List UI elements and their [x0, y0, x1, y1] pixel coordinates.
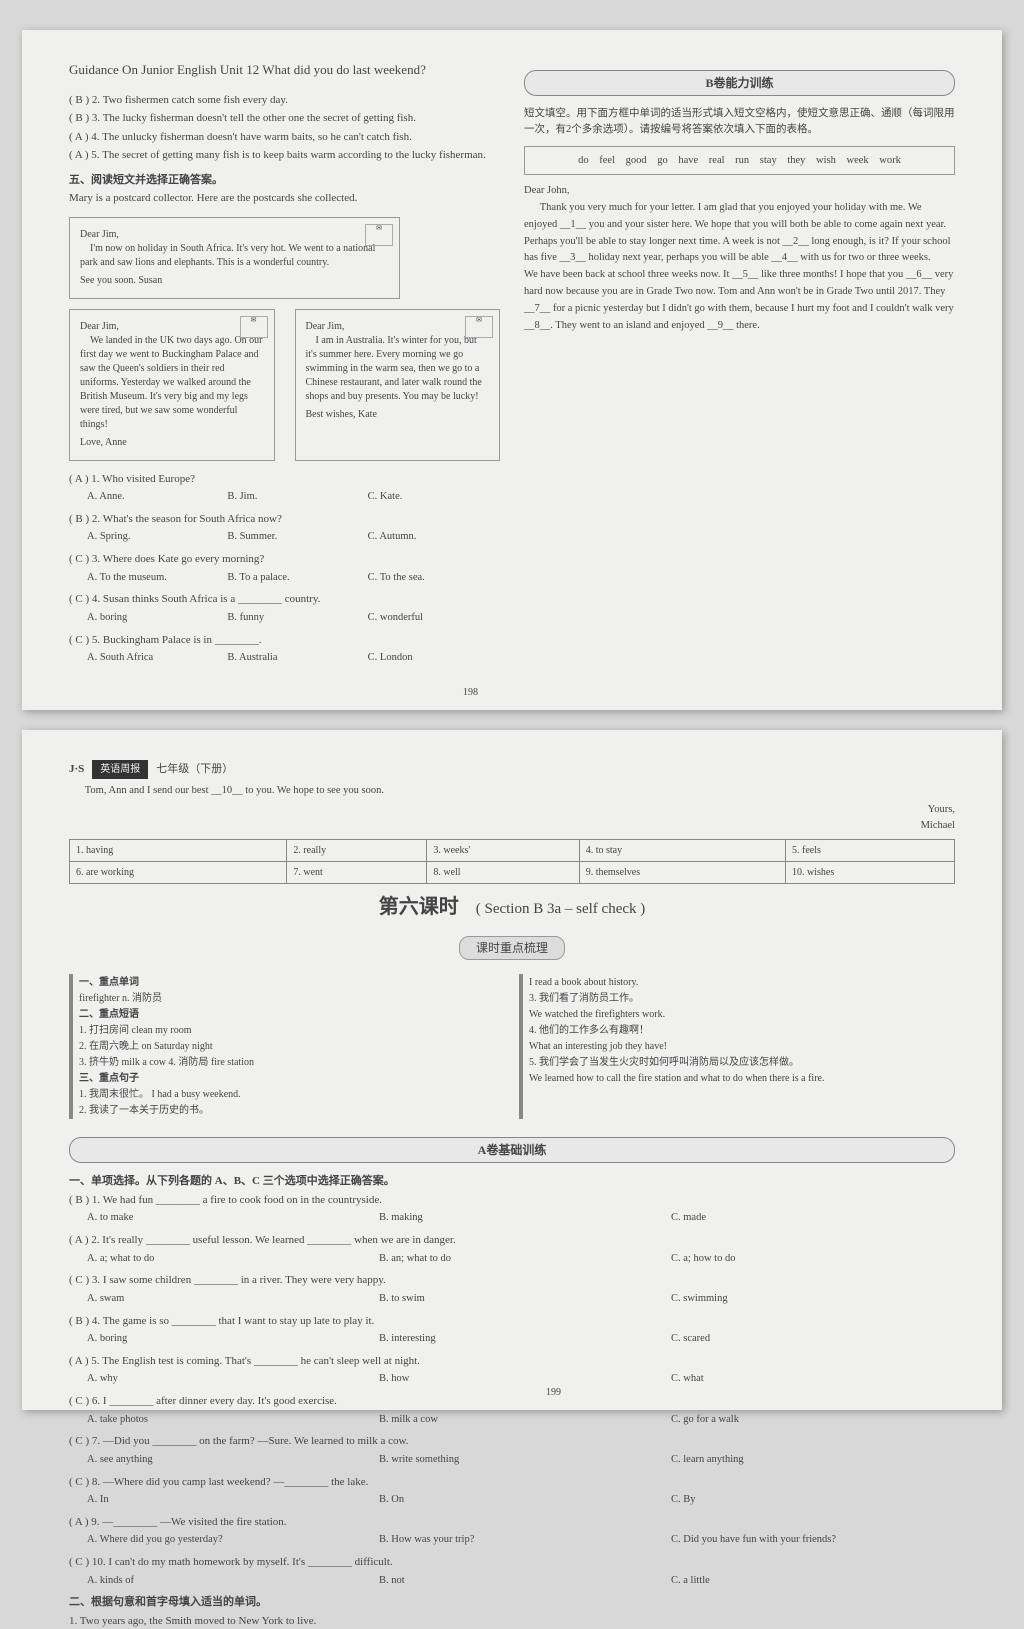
greeting: Dear Jim,: [80, 320, 264, 334]
greeting: Dear Jim,: [306, 320, 490, 334]
mc-options: A. see anythingB. write somethingC. lear…: [87, 1452, 955, 1468]
mc-options: A. swamB. to swimC. swimming: [87, 1291, 955, 1307]
kebiao-left: 一、重点单词 firefighter n. 消防员 二、重点短语 1. 打扫房间…: [69, 974, 505, 1119]
answer-table: 1. having2. really3. weeks'4. to stay5. …: [69, 839, 955, 884]
rc-question: ( C ) 4. Susan thinks South Africa is a …: [69, 591, 500, 608]
rc-question: ( C ) 3. Where does Kate go every mornin…: [69, 551, 500, 568]
q: ( A ) 5. The secret of getting many fish…: [69, 147, 500, 164]
rc-options: A. To the museum.B. To a palace.C. To th…: [87, 570, 500, 586]
rc-question: ( C ) 5. Buckingham Palace is in _______…: [69, 632, 500, 649]
cloze-letter: Dear John, Thank you very much for your …: [524, 183, 955, 334]
rc-questions: ( A ) 1. Who visited Europe?A. Anne.B. J…: [69, 471, 500, 666]
right-col: B卷能力训练 短文填空。用下面方框中单词的适当形式填入短文空格内，使短文意思正确…: [512, 60, 967, 680]
sign2: Michael: [69, 818, 955, 834]
mc-question: ( A ) 2. It's really ________ useful les…: [69, 1232, 955, 1249]
kebiao-label: 课时重点梳理: [459, 936, 565, 960]
postcard-row-1: ✉ Dear Jim, I'm now on holiday in South …: [69, 217, 500, 299]
left-col: Guidance On Junior English Unit 12 What …: [57, 60, 512, 680]
rc-question: ( A ) 1. Who visited Europe?: [69, 471, 500, 488]
q: ( B ) 2. Two fishermen catch some fish e…: [69, 92, 500, 109]
body: I am in Australia. It's winter for you, …: [306, 334, 490, 404]
sign: Love, Anne: [80, 436, 264, 450]
mc-question: ( C ) 6. I ________ after dinner every d…: [69, 1393, 955, 1410]
mc-question: ( A ) 5. The English test is coming. Tha…: [69, 1353, 955, 1370]
body: We landed in the UK two days ago. On our…: [80, 334, 264, 432]
lesson-title: 第六课时 ( Section B 3a – self check ): [69, 892, 955, 922]
postcard-1: ✉ Dear Jim, I'm now on holiday in South …: [69, 217, 400, 299]
rc-options: A. Spring.B. Summer.C. Autumn.: [87, 529, 500, 545]
page-number: 198: [463, 685, 478, 700]
rc-options: A. Anne.B. Jim.C. Kate.: [87, 489, 500, 505]
unit-header: Guidance On Junior English Unit 12 What …: [69, 60, 500, 80]
word-bank: do feel good go have real run stay they …: [524, 146, 955, 176]
b-section-title: B卷能力训练: [524, 70, 955, 96]
mc-options: A. a; what to doB. an; what to doC. a; h…: [87, 1251, 955, 1267]
mc-list: ( B ) 1. We had fun ________ a fire to c…: [69, 1192, 955, 1589]
kebiao-right: I read a book about history.3. 我们看了消防员工作…: [519, 974, 955, 1119]
body: Thank you very much for your letter. I a…: [524, 200, 955, 334]
q: ( B ) 3. The lucky fisherman doesn't tel…: [69, 110, 500, 127]
rc-options: A. South AfricaB. AustraliaC. London: [87, 650, 500, 666]
sign1: Yours,: [69, 802, 955, 818]
stamp-icon: ✉: [240, 316, 268, 338]
mc-title: 一、单项选择。从下列各题的 A、B、C 三个选项中选择正确答案。: [69, 1173, 955, 1190]
mc-options: A. InB. OnC. By: [87, 1492, 955, 1508]
stamp-icon: ✉: [365, 224, 393, 246]
fill-title: 二、根据句意和首字母填入适当的单词。: [69, 1594, 955, 1611]
page-1: Guidance On Junior English Unit 12 What …: [22, 30, 1002, 710]
greeting: Dear Jim,: [80, 228, 389, 242]
stamp-icon: ✉: [465, 316, 493, 338]
fill-q1: 1. Two years ago, the Smith moved to New…: [69, 1613, 955, 1629]
mc-options: A. take photosB. milk a cowC. go for a w…: [87, 1412, 955, 1428]
mc-options: A. Where did you go yesterday?B. How was…: [87, 1532, 955, 1548]
mc-question: ( B ) 1. We had fun ________ a fire to c…: [69, 1192, 955, 1209]
left-col-2: J·S 英语周报 七年级（下册） Tom, Ann and I send our…: [57, 760, 967, 1380]
mc-options: A. boringB. interestingC. scared: [87, 1331, 955, 1347]
rc-question: ( B ) 2. What's the season for South Afr…: [69, 511, 500, 528]
mc-question: ( C ) 7. —Did you ________ on the farm? …: [69, 1433, 955, 1450]
body: I'm now on holiday in South Africa. It's…: [80, 242, 389, 270]
sec5-intro: Mary is a postcard collector. Here are t…: [69, 190, 500, 207]
postcard-row-2: ✉ Dear Jim, We landed in the UK two days…: [69, 309, 500, 461]
rc-options: A. boringB. funnyC. wonderful: [87, 610, 500, 626]
mc-options: A. to makeB. makingC. made: [87, 1210, 955, 1226]
mc-question: ( B ) 4. The game is so ________ that I …: [69, 1313, 955, 1330]
pre-questions: ( B ) 2. Two fishermen catch some fish e…: [69, 92, 500, 164]
mc-question: ( C ) 10. I can't do my math homework by…: [69, 1554, 955, 1571]
paper-label: 英语周报: [92, 760, 148, 779]
sign: Best wishes, Kate: [306, 408, 490, 422]
postcard-2: ✉ Dear Jim, We landed in the UK two days…: [69, 309, 275, 461]
sec5-title: 五、阅读短文并选择正确答案。: [69, 172, 500, 189]
mc-options: A. kinds ofB. notC. a little: [87, 1573, 955, 1589]
sign: See you soon. Susan: [80, 274, 389, 288]
cloze-title: 短文填空。用下面方框中单词的适当形式填入短文空格内，使短文意思正确、通顺（每词限…: [524, 106, 955, 138]
page-2: J·S 英语周报 七年级（下册） Tom, Ann and I send our…: [22, 730, 1002, 1410]
mc-question: ( C ) 3. I saw some children ________ in…: [69, 1272, 955, 1289]
greeting: Dear John,: [524, 183, 955, 200]
mc-question: ( C ) 8. —Where did you camp last weeken…: [69, 1474, 955, 1491]
grade-label: 七年级（下册）: [156, 761, 233, 778]
mc-question: ( A ) 9. —________ —We visited the fire …: [69, 1514, 955, 1531]
kebiao-box: 一、重点单词 firefighter n. 消防员 二、重点短语 1. 打扫房间…: [69, 966, 955, 1127]
page-number: 199: [546, 1385, 561, 1400]
q: ( A ) 4. The unlucky fisherman doesn't h…: [69, 129, 500, 146]
msg-line: Tom, Ann and I send our best __10__ to y…: [69, 783, 955, 800]
postcard-3: ✉ Dear Jim, I am in Australia. It's wint…: [295, 309, 501, 461]
top-bar: J·S 英语周报 七年级（下册）: [69, 760, 955, 779]
mc-options: A. whyB. howC. what: [87, 1371, 955, 1387]
a-section-title: A卷基础训练: [69, 1137, 955, 1163]
